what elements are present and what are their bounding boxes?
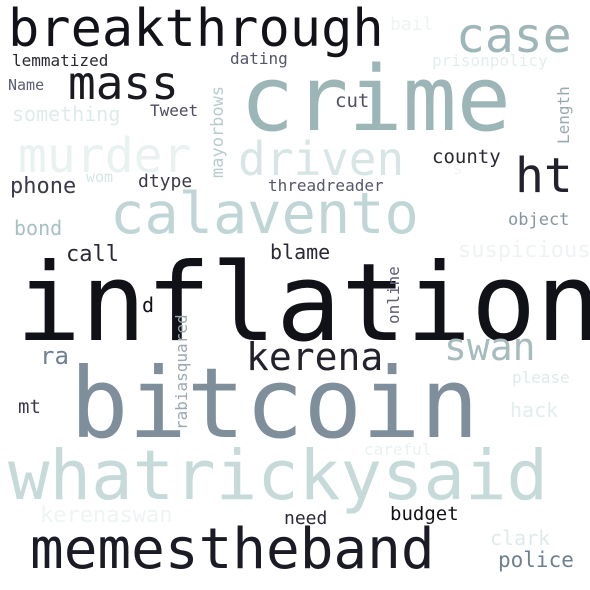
- word-murder: murder: [18, 128, 192, 184]
- word-budget: budget: [390, 503, 459, 525]
- word-online: online: [384, 266, 403, 324]
- word-whatrickysaid: whatrickysaid: [8, 436, 549, 516]
- word-bitcoin: bitcoin: [70, 347, 479, 460]
- word-clark: clark: [490, 526, 551, 550]
- word-call: call: [66, 242, 119, 267]
- word-case: case: [456, 8, 572, 64]
- word-mass: mass: [68, 56, 179, 110]
- word-careful: careful: [364, 440, 432, 459]
- word-county: county: [432, 146, 501, 168]
- word-suspicious: suspicious: [458, 238, 590, 263]
- word-hack: hack: [510, 398, 559, 422]
- word-wom: wom: [86, 168, 114, 186]
- word-inflation: inflation: [16, 241, 590, 366]
- word-ht: ht: [515, 148, 573, 204]
- word-cut: cut: [335, 90, 370, 112]
- word-lemmatized: lemmatized: [12, 51, 109, 70]
- word-police: police: [498, 548, 574, 572]
- word-calavento: calavento: [110, 181, 419, 247]
- word-rabiasquared: rabiasquared: [172, 314, 191, 430]
- word-dating: dating: [230, 49, 288, 68]
- word-swan: swan: [444, 325, 536, 369]
- word-kerenaswan: kerenaswan: [40, 503, 173, 528]
- word-length: Length: [554, 86, 573, 144]
- word-crime: crime: [240, 47, 511, 152]
- word-s: s: [452, 158, 463, 179]
- word-breakthrough: breakthrough: [8, 0, 384, 59]
- word-object: object: [508, 210, 570, 230]
- word-something: something: [12, 102, 121, 126]
- word-threadreader: threadreader: [268, 176, 384, 195]
- word-mt: mt: [18, 396, 41, 418]
- word-need: need: [284, 508, 328, 529]
- word-prisonpolicy: prisonpolicy: [432, 51, 548, 70]
- word-bond: bond: [14, 216, 63, 240]
- word-mayorbows: mayorbows: [208, 85, 228, 178]
- word-blame: blame: [270, 240, 331, 264]
- word-ra: ra: [40, 342, 69, 370]
- word-bail: bail: [390, 14, 434, 35]
- word-tweet: Tweet: [150, 101, 199, 120]
- word-phone: phone: [10, 174, 77, 199]
- word-memestheband: memestheband: [30, 517, 435, 582]
- word-driven: driven: [238, 132, 405, 186]
- word-dtype: dtype: [138, 171, 193, 192]
- word-kerena: kerena: [246, 335, 384, 379]
- word-please: please: [512, 368, 570, 387]
- word-d: d: [142, 293, 155, 317]
- word-name: Name: [8, 76, 45, 94]
